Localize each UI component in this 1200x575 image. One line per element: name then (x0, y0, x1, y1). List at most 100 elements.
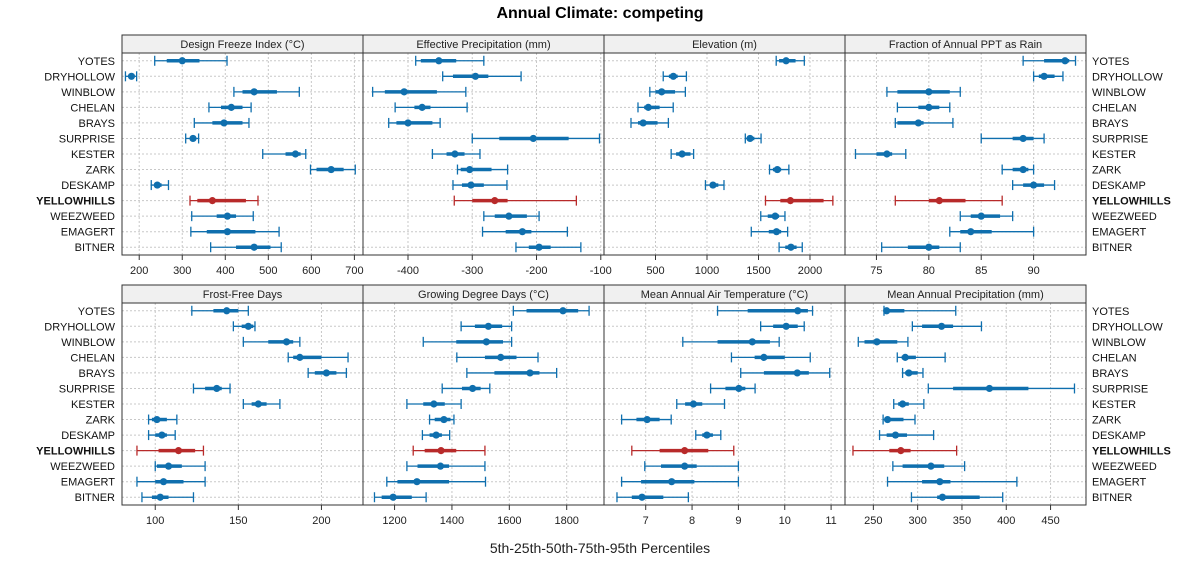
x-tick-label: -100 (590, 265, 612, 277)
site-label-left: WINBLOW (61, 337, 115, 349)
site-label-right: BRAYS (1092, 368, 1128, 380)
median-point (164, 462, 173, 470)
x-tick-label: 400 (216, 265, 234, 277)
median-point (432, 431, 440, 439)
x-tick-label: 80 (923, 265, 935, 277)
x-tick-label: 1000 (695, 265, 719, 277)
site-label-right: KESTER (1092, 399, 1136, 411)
median-point (639, 119, 647, 127)
panel-title: Growing Degree Days (°C) (418, 289, 549, 301)
median-point (771, 212, 779, 220)
site-label-right: BITNER (1092, 492, 1132, 504)
median-point (927, 462, 935, 470)
x-tick-label: 700 (345, 265, 363, 277)
x-tick-label: 500 (259, 265, 277, 277)
x-tick-label: 11 (825, 515, 836, 527)
site-label-right: DRYHOLLOW (1092, 321, 1163, 333)
median-point (644, 103, 652, 111)
median-point (748, 338, 756, 346)
median-point (782, 57, 790, 65)
panel-1: Effective Precipitation (mm) -400 -300 -200… (362, 34, 612, 277)
site-label-right: DRYHOLLOW (1092, 71, 1163, 83)
site-label-left: DESKAMP (61, 430, 115, 442)
x-tick-label: 300 (908, 515, 926, 527)
median-point (468, 384, 477, 393)
x-tick-label: 7 (643, 515, 649, 527)
site-label-left: YOTES (78, 56, 115, 68)
site-label-right: WEEZWEED (1092, 461, 1157, 473)
median-point (291, 150, 300, 158)
median-point (213, 384, 221, 393)
median-point (689, 400, 698, 408)
panel-title: Effective Precipitation (mm) (416, 39, 550, 51)
median-point (925, 88, 933, 96)
site-label-left: WEEZWEED (50, 461, 115, 473)
median-point (1019, 165, 1027, 174)
median-point (322, 369, 331, 377)
site-label-right: BITNER (1092, 242, 1132, 254)
median-point (936, 478, 944, 486)
site-label-left: YELLOWHILLS (36, 446, 115, 458)
site-label-left: EMAGERT (61, 227, 115, 239)
median-point (883, 150, 891, 158)
site-label-left: BRAYS (79, 368, 115, 380)
median-point (914, 119, 922, 127)
median-point (526, 369, 534, 377)
x-tick-label: -300 (461, 265, 483, 277)
median-point (400, 88, 408, 96)
median-point (223, 228, 232, 236)
site-label-left: EMAGERT (61, 477, 115, 489)
panel-3: Fraction of Annual PPT as Rain 75 80 85 90 (844, 34, 1087, 277)
site-label-right: YELLOWHILLS (1092, 196, 1171, 208)
panel-title: Mean Annual Precipitation (mm) (887, 289, 1044, 301)
median-point (782, 322, 790, 330)
site-label-right: DESKAMP (1092, 430, 1146, 442)
site-label-left: DRYHOLLOW (44, 321, 115, 333)
site-label-left: DRYHOLLOW (44, 71, 115, 83)
median-point (430, 400, 438, 408)
median-point (681, 462, 689, 470)
chart-title: Annual Climate: competing (496, 5, 704, 22)
site-label-right: YOTES (1092, 56, 1129, 68)
median-point (437, 447, 445, 455)
median-point (638, 493, 646, 501)
x-tick-label: 85 (975, 265, 987, 277)
median-point (1040, 72, 1048, 80)
panel-title: Fraction of Annual PPT as Rain (889, 39, 1042, 51)
median-point (897, 447, 905, 455)
panel-2: Elevation (m) 500 1000 1500 2000 (603, 34, 846, 277)
x-tick-label: 2000 (798, 265, 822, 277)
panel-title: Design Freeze Index (°C) (180, 39, 304, 51)
x-axis-label: 5th-25th-50th-75th-95th Percentiles (489, 540, 711, 556)
site-label-right: CHELAN (1092, 352, 1137, 364)
panel-5: Growing Degree Days (°C) 1200 1400 1600 1800 (362, 284, 605, 527)
median-point (404, 119, 412, 127)
median-point (296, 353, 304, 361)
median-point (159, 478, 168, 486)
median-point (535, 243, 543, 251)
median-point (250, 243, 258, 251)
site-label-right: DESKAMP (1092, 180, 1146, 192)
site-label-left: BRAYS (79, 118, 115, 130)
median-point (389, 493, 397, 501)
x-tick-label: 600 (302, 265, 320, 277)
site-label-left: WINBLOW (61, 87, 115, 99)
median-point (189, 134, 197, 143)
site-label-right: WINBLOW (1092, 337, 1146, 349)
median-point (227, 103, 235, 111)
median-point (244, 322, 252, 330)
median-point (643, 415, 651, 424)
x-tick-label: 250 (864, 515, 882, 527)
median-point (977, 212, 985, 220)
site-label-right: YOTES (1092, 306, 1129, 318)
median-point (435, 57, 443, 65)
median-point (772, 228, 781, 236)
median-point (883, 415, 892, 424)
median-point (709, 181, 717, 189)
site-label-right: YELLOWHILLS (1092, 446, 1171, 458)
median-point (518, 228, 526, 236)
x-tick-label: 100 (146, 515, 164, 527)
median-point (1061, 57, 1069, 65)
site-label-left: SURPRISE (59, 383, 115, 395)
